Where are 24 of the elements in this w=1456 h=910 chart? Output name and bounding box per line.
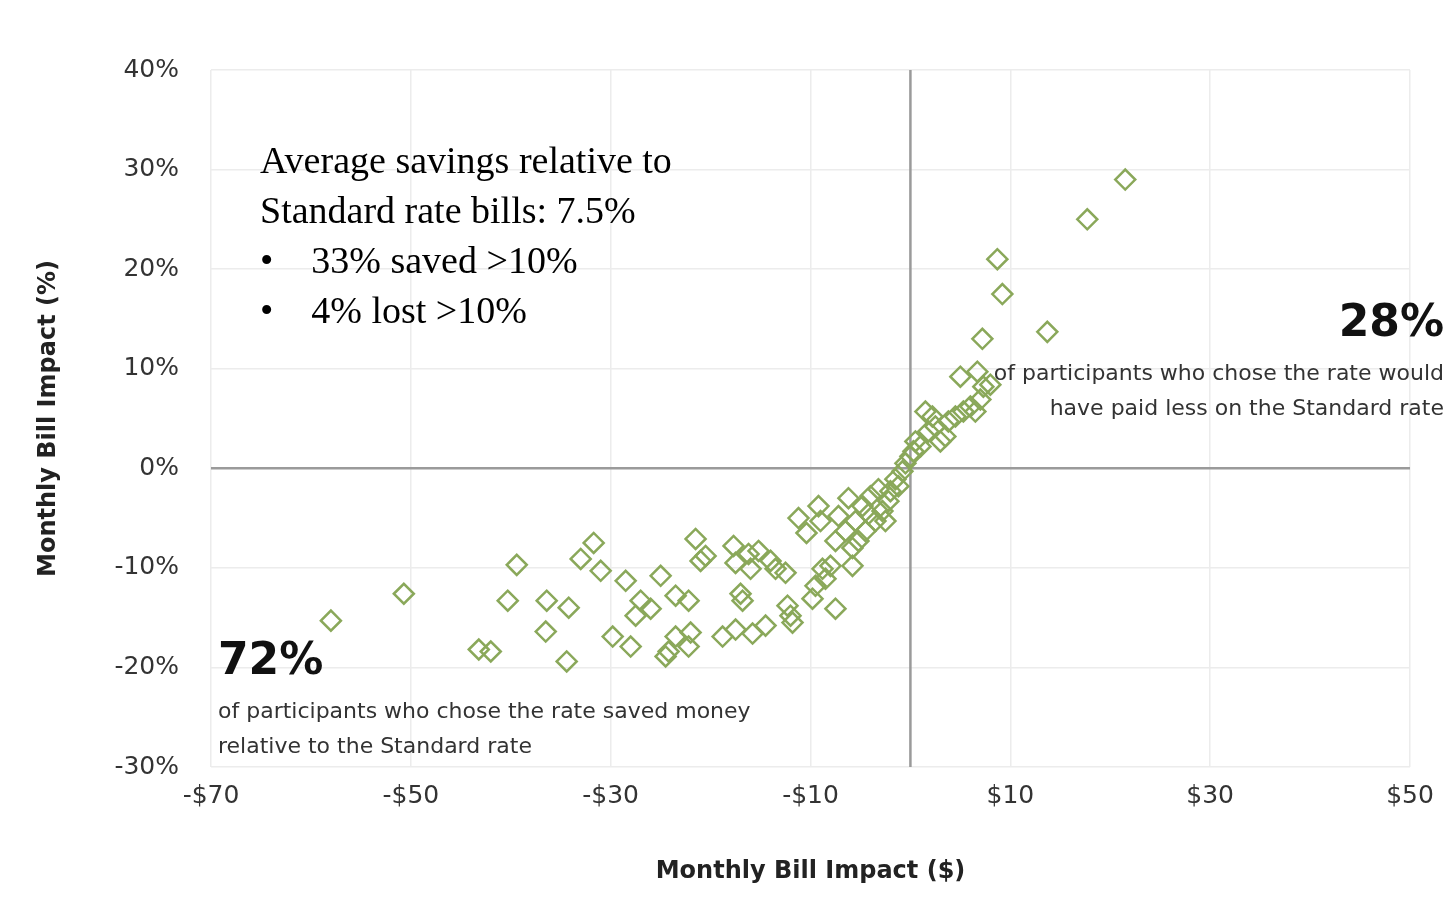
y-axis-title: Monthly Bill Impact (%)	[32, 260, 61, 577]
x-tick-label: $50	[1386, 779, 1434, 809]
annotation: 72%	[218, 633, 324, 684]
y-tick-label: -20%	[114, 650, 179, 680]
y-tick-label: 30%	[123, 153, 179, 183]
x-tick-label: $30	[1186, 779, 1235, 809]
y-tick-label: 10%	[123, 352, 179, 382]
annotation: of participants who chose the rate saved money relative to the Standard rate	[218, 697, 752, 760]
x-axis-title: Monthly Bill Impact ($)	[655, 855, 966, 884]
x-tick-label: -$10	[782, 779, 839, 809]
y-tick-label: -10%	[114, 551, 179, 581]
y-tick-label: 40%	[123, 53, 179, 83]
x-tick-label: -$70	[182, 779, 240, 809]
annotation: • 33% saved >10%	[260, 238, 579, 283]
y-tick-label: 20%	[123, 252, 179, 282]
x-tick-label: -$50	[382, 779, 440, 809]
annotation: • 4% lost >10%	[260, 288, 528, 333]
y-tick-label: 0%	[139, 451, 179, 481]
x-tick-label: $10	[986, 779, 1035, 809]
annotation: of participants who chose the rate would have paid less on the Standard rate	[992, 359, 1444, 422]
x-tick-label: -$30	[582, 779, 640, 809]
annotation: 28%	[1338, 295, 1444, 346]
annotation: Average savings relative to Standard rate bills: 7.5%	[260, 139, 672, 231]
y-tick-label: -30%	[114, 750, 179, 780]
